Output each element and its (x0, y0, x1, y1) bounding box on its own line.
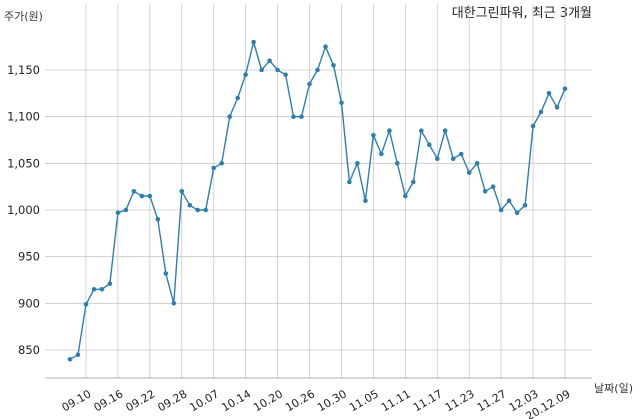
data-point (123, 207, 129, 213)
x-tick-label: 11.05 (347, 387, 381, 414)
data-point (538, 109, 544, 115)
data-point (355, 161, 360, 166)
data-point (554, 105, 560, 110)
y-tick-label: 1,150 (7, 63, 40, 77)
data-point (267, 58, 272, 63)
data-point (379, 151, 384, 157)
data-point (155, 217, 161, 222)
data-point (546, 91, 552, 96)
data-point (450, 156, 456, 161)
y-axis-label: 주가(원) (4, 10, 43, 23)
data-point (387, 128, 392, 133)
x-tick-label: 10.20 (251, 387, 285, 414)
data-point (307, 81, 312, 87)
x-tick-label: 11.11 (379, 387, 413, 414)
data-point (498, 207, 504, 213)
x-axis-ticks: 09.1009.1609.2209.2810.0710.1410.2010.26… (60, 387, 573, 419)
data-point (139, 193, 145, 199)
data-point (195, 207, 200, 213)
data-point (179, 189, 185, 194)
data-point (458, 151, 464, 157)
data-point (395, 161, 400, 166)
data-point (323, 44, 328, 49)
data-point (371, 133, 376, 138)
data-point (466, 170, 472, 175)
x-tick-label: 11.23 (443, 387, 477, 414)
y-tick-label: 1,000 (7, 203, 40, 217)
chart-title: 대한그린파워, 최근 3개월 (452, 6, 592, 21)
x-axis-label: 날짜(일) (594, 381, 633, 395)
x-tick-label: 09.22 (124, 387, 158, 414)
data-point (490, 184, 496, 189)
y-tick-label: 1,050 (7, 156, 40, 170)
data-point (474, 161, 480, 166)
data-point (163, 271, 169, 276)
data-point (315, 67, 320, 73)
series-line (69, 41, 566, 360)
data-point (363, 198, 368, 203)
data-point (243, 72, 248, 77)
data-point (83, 302, 89, 307)
y-tick-label: 900 (18, 296, 40, 310)
data-point (562, 86, 568, 91)
data-point (530, 123, 536, 129)
y-tick-label: 950 (18, 250, 40, 264)
y-tick-label: 1,100 (7, 110, 40, 124)
grid-lines (45, 4, 592, 378)
data-point (339, 100, 344, 105)
data-point (107, 281, 113, 287)
data-point (235, 95, 240, 101)
price-series (67, 39, 568, 362)
data-point (219, 161, 224, 166)
data-point (67, 357, 73, 362)
data-point (411, 179, 416, 185)
data-point (482, 189, 488, 194)
x-tick-label: 10.26 (283, 387, 317, 414)
data-point (131, 189, 137, 194)
data-point (419, 128, 424, 133)
data-point (227, 114, 232, 119)
data-point (259, 67, 264, 73)
y-axis-ticks: 850 900 950 1,000 1,050 1,100 1,150 (7, 63, 40, 357)
data-point (187, 203, 193, 208)
data-point (299, 114, 304, 119)
data-point (147, 193, 153, 199)
data-point (347, 179, 352, 185)
data-point (331, 63, 336, 68)
data-point (211, 165, 216, 171)
data-point (442, 128, 448, 133)
data-point (251, 39, 256, 45)
x-tick-label: 10.14 (219, 387, 253, 414)
data-point (403, 193, 408, 199)
x-tick-label: 10.07 (187, 387, 221, 414)
data-point (275, 67, 280, 73)
data-point (522, 203, 528, 208)
x-tick-label: 09.10 (60, 387, 94, 414)
data-point (291, 114, 296, 119)
data-point (514, 210, 520, 216)
data-point (115, 210, 121, 216)
x-tick-label: 10.30 (315, 387, 349, 414)
x-tick-label: 09.16 (92, 387, 126, 414)
data-point (203, 207, 208, 213)
data-point (435, 156, 440, 161)
y-tick-label: 850 (18, 343, 40, 357)
data-point (75, 352, 81, 358)
data-point (91, 287, 97, 292)
x-tick-label: 11.17 (411, 387, 445, 414)
data-point (283, 72, 288, 77)
x-tick-label: 09.28 (155, 387, 189, 414)
data-point (427, 142, 432, 147)
x-tick-label: 11.27 (475, 387, 509, 414)
data-point (99, 287, 105, 292)
data-point (506, 198, 512, 203)
data-point (171, 301, 177, 306)
